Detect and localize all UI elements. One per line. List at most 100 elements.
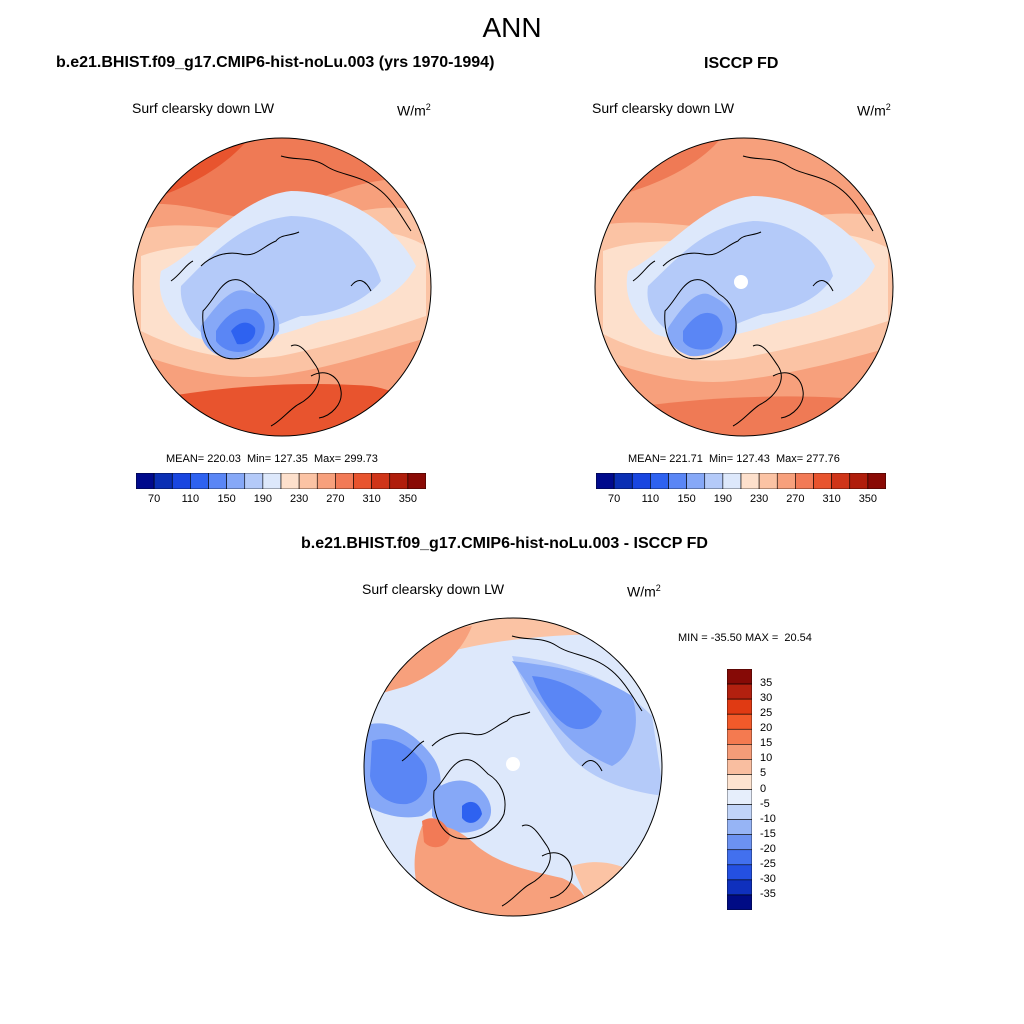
diff-colorbar-swatch	[726, 894, 753, 911]
diff-polar-map	[363, 617, 663, 917]
diff-colorbar-tick-label: 5	[760, 767, 767, 780]
diff-colorbar-swatch	[726, 759, 753, 775]
model-colorbar-swatch	[226, 472, 246, 490]
model-colorbar-swatch	[335, 472, 354, 490]
diff-colorbar-tick-label: 35	[760, 677, 773, 690]
obs-colorbar-swatch	[668, 472, 687, 490]
diff-stats: MIN = -35.50 MAX = 20.54	[678, 632, 812, 644]
obs-colorbar-swatch	[740, 472, 760, 490]
diff-colorbar-tick-label: 30	[760, 692, 773, 705]
diff-colorbar-tick-label: 25	[760, 707, 773, 720]
obs-colorbar-swatch	[631, 472, 651, 490]
model-colorbar	[135, 472, 427, 490]
model-colorbar-tick-label: 150	[217, 493, 236, 505]
model-colorbar-swatch	[371, 472, 391, 490]
model-colorbar-swatch	[407, 472, 427, 490]
obs-colorbar-swatch	[867, 472, 887, 490]
diff-colorbar-tick-label: 0	[760, 782, 767, 795]
diff-field-blue3-east	[532, 676, 602, 730]
diff-colorbar-swatch	[726, 728, 753, 745]
diff-field-red2-south	[572, 862, 652, 916]
model-colorbar-tick-label: 110	[181, 493, 200, 505]
model-colorbar-swatch	[298, 472, 318, 490]
diff-field-red1-south	[414, 824, 592, 916]
model-colorbar-tick-label: 190	[253, 493, 273, 505]
obs-colorbar-tick-label: 190	[713, 493, 733, 505]
diff-colorbar	[726, 668, 753, 911]
obs-colorbar-ticks: 70 110 150 190 230 270 310 350	[596, 493, 886, 507]
obs-units-label: W/m2	[857, 102, 891, 119]
diff-colorbar-tick-label: 20	[760, 722, 773, 735]
obs-polar-map	[594, 137, 894, 437]
obs-colorbar-tick-label: 310	[822, 493, 841, 505]
diff-colorbar-swatch	[726, 668, 753, 685]
model-colorbar-swatch	[316, 472, 336, 490]
diff-colorbar-tick-label: -20	[760, 842, 776, 855]
diff-colorbar-swatch	[726, 834, 753, 851]
model-colorbar-swatch	[280, 472, 300, 490]
model-coastlines	[170, 155, 412, 427]
model-colorbar-swatch	[171, 472, 191, 490]
diff-colorbar-tick-label: -35	[760, 887, 776, 900]
diff-colorbar-swatch	[726, 879, 753, 896]
obs-colorbar	[595, 472, 887, 490]
diff-colorbar-tick-label: 15	[760, 737, 773, 750]
obs-colorbar-swatch	[595, 472, 615, 490]
obs-colorbar-tick-label: 150	[677, 493, 696, 505]
model-panel-header: b.e21.BHIST.f09_g17.CMIP6-hist-noLu.003 …	[56, 54, 495, 71]
diff-units-label: W/m2	[627, 583, 661, 600]
obs-pole-hole	[734, 275, 748, 289]
model-colorbar-swatch	[208, 472, 227, 490]
diff-pole-hole	[506, 757, 520, 771]
diff-coastlines	[401, 635, 643, 907]
diff-colorbar-tick-label: -5	[760, 797, 770, 810]
obs-panel-header: ISCCP FD	[704, 55, 779, 72]
obs-colorbar-tick-label: 110	[641, 493, 660, 505]
obs-colorbar-swatch	[795, 472, 814, 490]
obs-colorbar-swatch	[722, 472, 742, 490]
model-colorbar-tick-label: 70	[148, 493, 161, 505]
model-colorbar-swatch	[190, 472, 209, 490]
diff-field-blue3-west	[370, 738, 428, 805]
diff-variable-label: Surf clearsky down LW	[362, 581, 505, 597]
diff-colorbar-swatch	[726, 849, 753, 866]
obs-colorbar-tick-label: 70	[608, 493, 621, 505]
model-colorbar-swatch	[244, 472, 264, 490]
page-title: ANN	[482, 12, 542, 43]
diff-colorbar-swatch	[726, 774, 753, 790]
obs-colorbar-swatch	[613, 472, 633, 490]
diff-colorbar-tick-label: -15	[760, 827, 776, 840]
obs-variable-label: Surf clearsky down LW	[592, 100, 735, 116]
model-units-label: W/m2	[397, 102, 431, 119]
diff-colorbar-swatch	[726, 744, 753, 760]
diff-field-blue4	[462, 801, 482, 823]
obs-colorbar-swatch	[686, 472, 706, 490]
model-colorbar-swatch	[153, 472, 173, 490]
obs-colorbar-tick-label: 350	[858, 493, 878, 505]
model-colorbar-swatch	[353, 472, 372, 490]
diff-colorbar-tick-label: 10	[760, 752, 773, 765]
model-colorbar-tick-label: 230	[289, 493, 309, 505]
diff-colorbar-tick-label: -10	[760, 812, 776, 825]
model-colorbar-tick-label: 310	[362, 493, 381, 505]
obs-colorbar-swatch	[776, 472, 796, 490]
model-colorbar-tick-label: 350	[398, 493, 418, 505]
diff-colorbar-ticks: 35 30 25 20 15 10 5 0 -5 -10 -15 -20 -25 -30 -35	[760, 669, 800, 910]
diff-colorbar-swatch	[726, 804, 753, 820]
diff-colorbar-swatch	[726, 819, 753, 835]
diff-colorbar-swatch	[726, 864, 753, 881]
model-colorbar-swatch	[389, 472, 409, 490]
diff-panel-header: b.e21.BHIST.f09_g17.CMIP6-hist-noLu.003 …	[301, 535, 708, 552]
obs-coastlines	[632, 155, 874, 427]
obs-colorbar-swatch	[813, 472, 832, 490]
obs-colorbar-swatch	[650, 472, 669, 490]
diff-colorbar-swatch	[726, 698, 753, 715]
model-field-cool5	[231, 322, 256, 345]
diff-colorbar-tick-label: -30	[760, 872, 776, 885]
model-field-hot-south	[161, 384, 431, 436]
obs-field-cool4	[683, 312, 723, 350]
obs-colorbar-swatch	[758, 472, 778, 490]
obs-colorbar-swatch	[831, 472, 851, 490]
obs-colorbar-swatch	[704, 472, 724, 490]
obs-colorbar-tick-label: 270	[786, 493, 805, 505]
